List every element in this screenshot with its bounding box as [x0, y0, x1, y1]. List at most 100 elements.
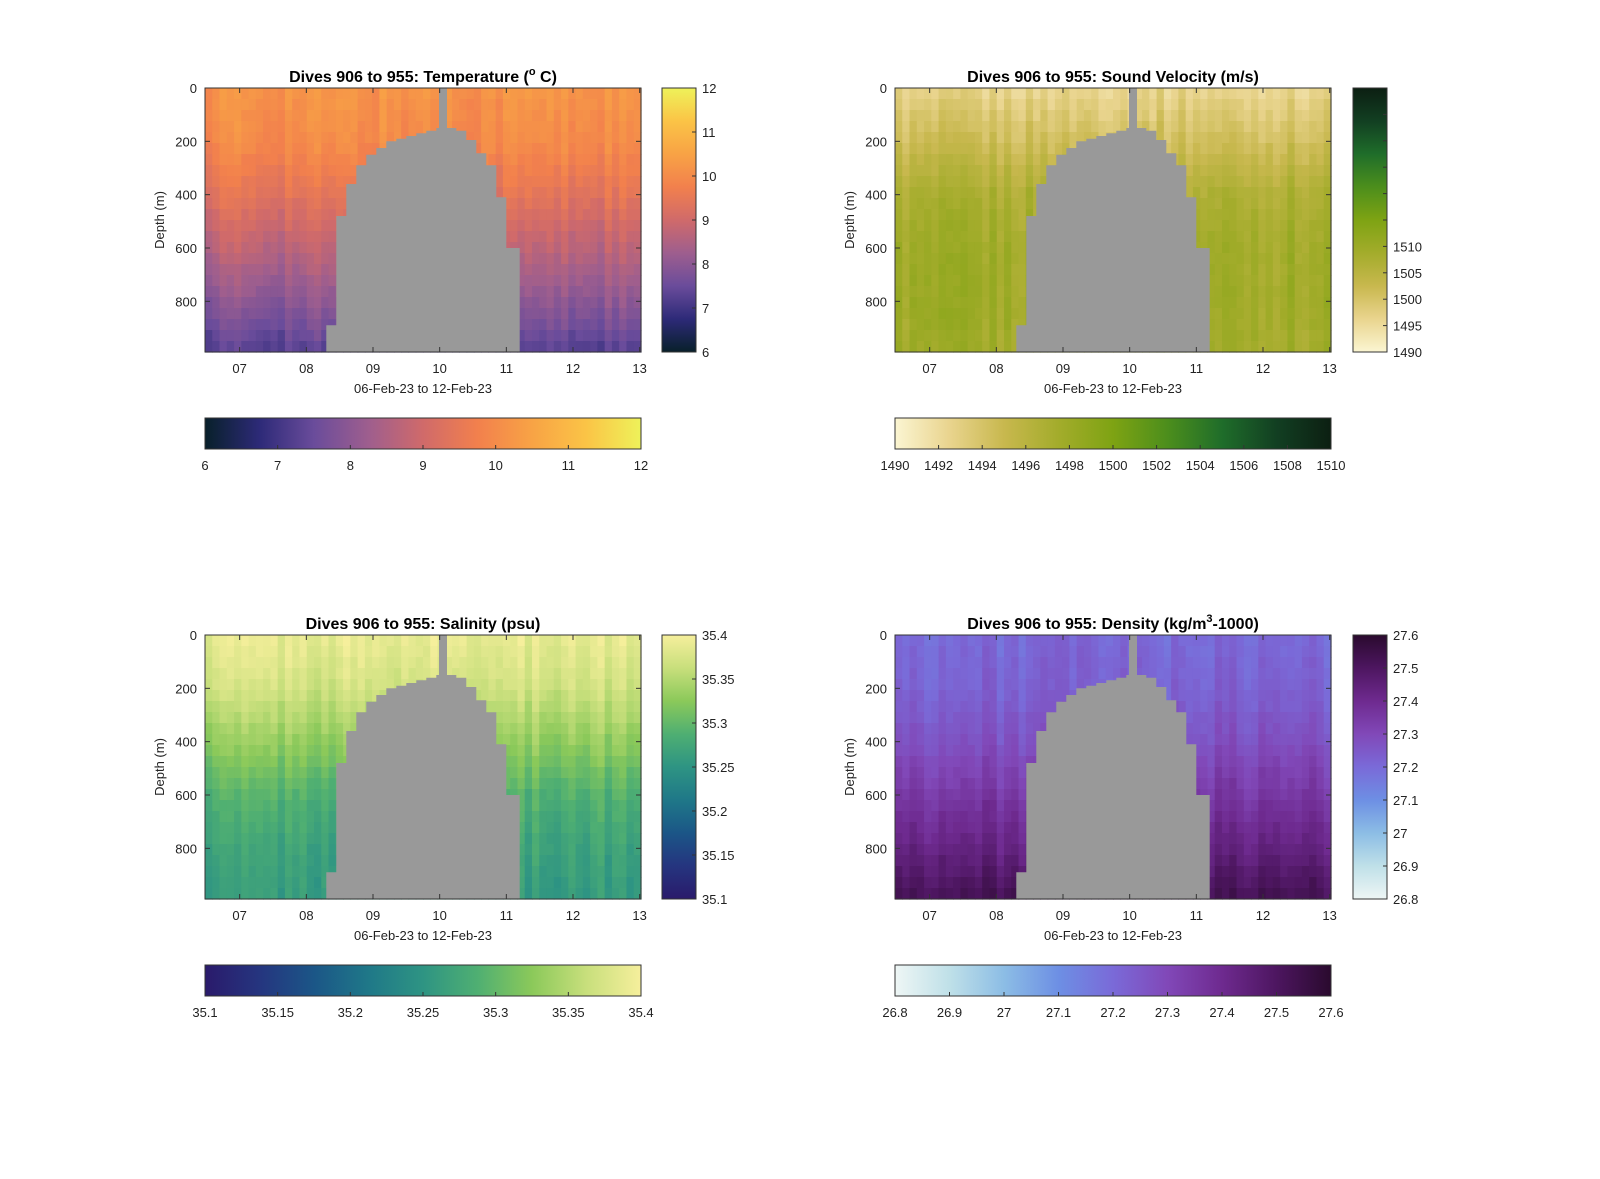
heatmap-cell — [1200, 110, 1209, 122]
heatmap-cell — [916, 341, 925, 353]
heatmap-cell — [241, 822, 250, 834]
heatmap-cell — [909, 767, 918, 779]
heatmap-cell — [619, 811, 628, 823]
heatmap-cell — [241, 701, 250, 713]
colorbar-horizontal — [204, 964, 642, 997]
heatmap-cell — [938, 756, 947, 768]
heatmap-cell — [1287, 121, 1296, 133]
heatmap-cell — [1207, 341, 1216, 353]
heatmap-cell — [924, 866, 932, 878]
heatmap-cell — [1200, 143, 1209, 155]
heatmap-cell — [924, 767, 932, 779]
heatmap-cell — [909, 800, 918, 812]
heatmap-cell — [597, 635, 606, 647]
heatmap-cell — [241, 143, 250, 155]
heatmap-cell — [270, 723, 279, 735]
heatmap-cell — [1243, 264, 1252, 276]
heatmap-cell — [1076, 132, 1085, 144]
heatmap-cell — [277, 734, 286, 746]
heatmap-cell — [633, 712, 642, 724]
heatmap-cell — [1229, 330, 1238, 342]
heatmap-cell — [960, 811, 969, 823]
heatmap-cell — [532, 800, 540, 812]
heatmap-cell — [945, 778, 954, 790]
heatmap-cell — [292, 668, 301, 680]
heatmap-cell — [1301, 319, 1310, 331]
heatmap-cell — [916, 800, 925, 812]
heatmap-cell — [902, 789, 911, 801]
heatmap-cell — [212, 723, 221, 735]
heatmap-cell — [597, 811, 606, 823]
heatmap-cell — [561, 822, 569, 834]
heatmap-cell — [1054, 99, 1063, 111]
heatmap-cell — [568, 286, 577, 298]
heatmap-cell — [263, 242, 271, 254]
heatmap-cell — [1229, 198, 1238, 210]
heatmap-cell — [1258, 88, 1267, 100]
heatmap-cell — [633, 833, 642, 845]
heatmap-cell — [1265, 297, 1274, 309]
heatmap-cell — [524, 800, 533, 812]
heatmap-cell — [597, 198, 606, 210]
heatmap-cell — [633, 220, 642, 232]
heatmap-cell — [916, 789, 925, 801]
heatmap-cell — [974, 319, 983, 331]
heatmap-cell — [292, 99, 301, 111]
heatmap-cell — [604, 888, 613, 900]
colorbar-vertical — [1352, 87, 1388, 353]
heatmap-cell — [982, 778, 991, 790]
heatmap-cell — [314, 855, 322, 867]
heatmap-cell — [611, 668, 620, 680]
heatmap-cell — [960, 132, 969, 144]
heatmap-cell — [335, 745, 344, 757]
heatmap-cell — [539, 308, 548, 320]
heatmap-cell — [989, 822, 998, 834]
heatmap-cell — [967, 143, 976, 155]
heatmap-cell — [495, 723, 504, 735]
heatmap-cell — [960, 242, 969, 254]
heatmap-cell — [1011, 143, 1020, 155]
heatmap-cell — [1272, 198, 1281, 210]
heatmap-cell — [967, 657, 976, 669]
heatmap-cell — [234, 286, 242, 298]
heatmap-cell — [292, 187, 301, 199]
heatmap-cell — [263, 800, 271, 812]
heatmap-cell — [967, 822, 976, 834]
heatmap-cell — [306, 330, 315, 342]
heatmap-cell — [350, 132, 359, 144]
heatmap-cell — [234, 690, 242, 702]
heatmap-cell — [473, 143, 482, 155]
heatmap-cell — [982, 297, 991, 309]
heatmap-cell — [960, 789, 969, 801]
heatmap-cell — [1229, 308, 1238, 320]
heatmap-cell — [284, 187, 293, 199]
heatmap-cell — [1018, 712, 1027, 724]
heatmap-cell — [931, 330, 940, 342]
heatmap-cell — [1004, 253, 1012, 265]
heatmap-cell — [212, 198, 221, 210]
heatmap-cell — [241, 756, 250, 768]
heatmap-cell — [532, 286, 540, 298]
heatmap-cell — [546, 154, 555, 166]
heatmap-cell — [967, 231, 976, 243]
heatmap-cell — [1272, 110, 1281, 122]
heatmap-cell — [292, 800, 301, 812]
heatmap-cell — [611, 330, 620, 342]
heatmap-cell — [902, 745, 911, 757]
heatmap-cell — [582, 253, 591, 265]
heatmap-cell — [902, 679, 911, 691]
heatmap-cell — [1083, 88, 1092, 100]
heatmap-cell — [212, 253, 221, 265]
heatmap-cell — [393, 668, 402, 680]
heatmap-cell — [1207, 286, 1216, 298]
heatmap-cell — [321, 756, 330, 768]
heatmap-cell — [895, 668, 903, 680]
heatmap-cell — [532, 723, 540, 735]
heatmap-cell — [321, 121, 330, 133]
heatmap-cell — [524, 330, 533, 342]
heatmap-cell — [604, 143, 613, 155]
heatmap-cell — [938, 668, 947, 680]
heatmap-cell — [909, 657, 918, 669]
heatmap-cell — [306, 286, 315, 298]
heatmap-cell — [1214, 231, 1223, 243]
